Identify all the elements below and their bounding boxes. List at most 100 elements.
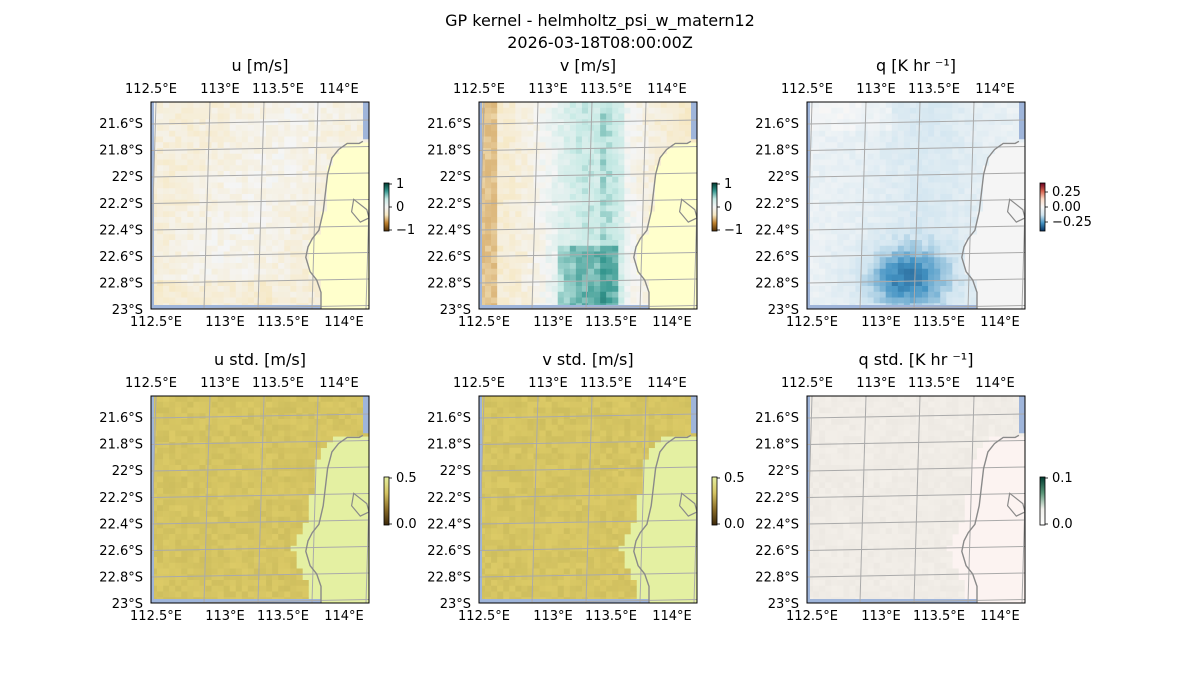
y-tick-label: 21.6°S [755, 411, 799, 426]
colorbar-tick-label: 0.5 [396, 471, 417, 486]
colorbar-q_std: 0.1 0.0 [1039, 471, 1073, 532]
x-tick-label-top: 114°E [975, 376, 1015, 391]
x-tick-label-bottom: 112.5°E [130, 609, 182, 624]
x-tick-label-bottom: 113°E [861, 315, 901, 330]
colorbar-tick-label: 0.25 [1052, 185, 1081, 200]
y-tick-label: 22.2°S [427, 197, 471, 212]
y-tick-label: 21.8°S [755, 438, 799, 453]
panel-title-v: v [m/s] [559, 56, 617, 75]
x-tick-label-bottom: 113.5°E [257, 315, 309, 330]
y-tick-label: 21.6°S [427, 117, 471, 132]
coastline [961, 140, 1020, 309]
x-tick-label-top: 114°E [975, 82, 1015, 97]
y-tick-label: 22.6°S [755, 250, 799, 265]
x-tick-label-top: 113.5°E [580, 82, 632, 97]
x-tick-label-top: 114°E [319, 376, 359, 391]
axes-frame [478, 395, 698, 604]
y-tick-label: 22.6°S [99, 250, 143, 265]
panel-v_std: 112.5°E 112.5°E 113°E 113°E 113.5°E 113.5°E 11… [427, 376, 744, 624]
x-tick-label-bottom: 113°E [533, 315, 573, 330]
y-tick-label: 23°S [440, 303, 471, 318]
x-tick-label-top: 112.5°E [125, 376, 177, 391]
panel-title-u-std: u std. [m/s] [214, 350, 306, 369]
x-tick-label-top: 112.5°E [781, 82, 833, 97]
x-tick-label-bottom: 114°E [980, 315, 1020, 330]
y-tick-label: 21.8°S [427, 144, 471, 159]
panel-title-u: u [m/s] [231, 56, 289, 75]
y-tick-label: 22.6°S [427, 250, 471, 265]
x-tick-label-top: 113°E [528, 376, 568, 391]
coastline [961, 434, 1020, 603]
x-tick-label-bottom: 114°E [652, 315, 692, 330]
heatmap-u [151, 102, 369, 309]
colorbar-u_std: 0.5 0.0 [383, 471, 417, 532]
x-tick-label-bottom: 114°E [324, 315, 364, 330]
coastline [633, 434, 692, 603]
y-tick-label: 22.4°S [427, 223, 471, 238]
coastline [305, 140, 364, 309]
x-tick-label-bottom: 114°E [980, 609, 1020, 624]
colorbar-q: 0.250.00−0.25 [1039, 182, 1092, 232]
x-tick-label-bottom: 113°E [861, 609, 901, 624]
x-tick-label-top: 114°E [647, 376, 687, 391]
x-tick-label-top: 112.5°E [453, 82, 505, 97]
x-tick-label-bottom: 112.5°E [786, 609, 838, 624]
x-tick-label-bottom: 113°E [205, 315, 245, 330]
coastline [633, 140, 692, 309]
heatmap-v [479, 102, 697, 309]
colorbar-tick-label: 0.00 [1052, 200, 1081, 215]
figure-title: GP kernel - helmholtz_psi_w_matern12 [445, 11, 755, 30]
y-tick-label: 22°S [112, 170, 143, 185]
x-tick-label-top: 113.5°E [908, 376, 960, 391]
y-tick-label: 21.8°S [755, 144, 799, 159]
y-tick-label: 22.8°S [755, 571, 799, 586]
y-tick-label: 22.2°S [99, 491, 143, 506]
x-tick-label-top: 113.5°E [252, 82, 304, 97]
panel-u: 112.5°E112.5°E113°E113°E113.5°E113.5°E11… [99, 82, 415, 330]
panel-u_std: 112.5°E 112.5°E 113°E 113°E 113.5°E 113.5°E 11… [99, 376, 416, 624]
y-tick-label: 22.8°S [99, 277, 143, 292]
y-tick-label: 22.2°S [99, 197, 143, 212]
y-tick-label: 22.4°S [427, 517, 471, 532]
y-tick-label: 21.8°S [427, 438, 471, 453]
y-tick-label: 22°S [112, 464, 143, 479]
y-tick-label: 22°S [440, 170, 471, 185]
panel-q: 112.5°E 112.5°E 113°E 113°E 113.5°E 113.5°E 11… [755, 82, 1092, 330]
x-tick-label-top: 112.5°E [453, 376, 505, 391]
y-tick-label: 22.4°S [755, 517, 799, 532]
y-tick-label: 22.4°S [755, 223, 799, 238]
y-tick-label: 22.4°S [99, 517, 143, 532]
colorbar-tick-label: 0.0 [724, 517, 745, 532]
y-tick-label: 22°S [768, 170, 799, 185]
x-tick-label-top: 113°E [200, 82, 240, 97]
colorbar-tick-label: −0.25 [1052, 215, 1092, 230]
x-tick-label-bottom: 113°E [533, 609, 573, 624]
colorbar-tick-label: 1 [396, 177, 404, 192]
y-tick-label: 22.2°S [755, 197, 799, 212]
x-tick-label-top: 113°E [200, 376, 240, 391]
figure-subtitle: 2026-03-18T08:00:00Z [507, 33, 693, 52]
x-tick-label-top: 113°E [856, 82, 896, 97]
x-tick-label-bottom: 112.5°E [458, 315, 510, 330]
colorbar-tick-label: 0.0 [1052, 517, 1073, 532]
x-tick-label-top: 112.5°E [125, 82, 177, 97]
y-tick-label: 21.6°S [427, 411, 471, 426]
panel-v: 112.5°E112.5°E113°E113°E113.5°E113.5°E11… [427, 82, 743, 330]
y-tick-label: 21.6°S [755, 117, 799, 132]
axes-frame [806, 395, 1026, 604]
panel-q_std: 112.5°E 112.5°E 113°E 113°E 113.5°E 113.5°E 11… [755, 376, 1072, 624]
x-tick-label-top: 112.5°E [781, 376, 833, 391]
heatmap-q_std [807, 396, 1025, 603]
colorbar-tick-label: 1 [724, 177, 732, 192]
x-tick-label-top: 113°E [528, 82, 568, 97]
colorbar-tick-label: 0.1 [1052, 471, 1073, 486]
x-tick-label-bottom: 112.5°E [458, 609, 510, 624]
colorbar-tick-label: 0 [396, 200, 404, 215]
x-tick-label-top: 113°E [856, 376, 896, 391]
colorbar-v: 1 0 −1 [711, 177, 743, 238]
x-tick-label-top: 114°E [647, 82, 687, 97]
y-tick-label: 21.8°S [99, 438, 143, 453]
y-tick-label: 22.8°S [427, 277, 471, 292]
colorbar-tick-label: 0.0 [396, 517, 417, 532]
